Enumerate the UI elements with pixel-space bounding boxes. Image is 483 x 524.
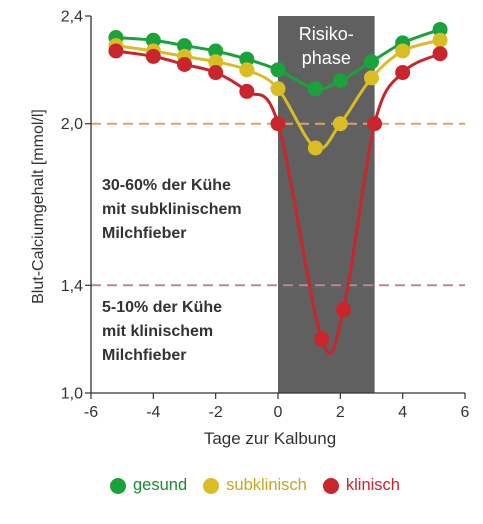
- y-axis-label: Blut-Calciumgehalt [mmol/l]: [30, 109, 47, 304]
- data-point-klinisch: [270, 116, 286, 132]
- data-point-gesund: [177, 38, 192, 54]
- data-point-subklinisch: [432, 32, 448, 48]
- legend-item-gesund: gesund: [110, 476, 187, 495]
- risk-phase-label-line2: phase: [302, 48, 351, 68]
- data-point-gesund: [432, 21, 448, 37]
- x-axis-label: Tage zur Kalbung: [204, 429, 336, 448]
- legend-marker-gesund: [110, 477, 126, 494]
- annotation-1-line-2: mit subklinischem: [102, 201, 242, 218]
- y-tick-label: 1,0: [61, 386, 83, 403]
- data-point-gesund: [145, 32, 161, 48]
- data-point-subklinisch: [270, 81, 286, 97]
- x-tick-label: 0: [274, 404, 283, 421]
- x-tick-label: -6: [84, 404, 98, 421]
- x-tick-label: 4: [398, 404, 407, 421]
- x-tick-label: 2: [336, 404, 345, 421]
- annotation-1-line-1: 30-60% der Kühe: [102, 177, 231, 194]
- x-tick-label: 6: [461, 404, 470, 421]
- annotation-2-line-1: 5-10% der Kühe: [102, 299, 222, 316]
- annotation-1-line-3: Milchfieber: [102, 225, 186, 242]
- data-point-gesund: [208, 43, 224, 59]
- data-point-subklinisch: [208, 54, 224, 70]
- data-point-gesund: [270, 62, 286, 78]
- chart: Risiko-phase 1,0 1,4 2,0 2,4 -6 -4 -2 0 2 4 6 Tage z…: [30, 9, 470, 449]
- legend-marker-klinisch: [322, 477, 339, 494]
- legend-item-klinisch: klinisch: [322, 476, 400, 495]
- data-point-subklinisch: [332, 116, 348, 132]
- annotation-2-line-3: Milchfieber: [102, 347, 186, 364]
- legend: gesund subklinisch klinisch: [110, 476, 416, 495]
- annotation-2-line-2: mit klinischem: [102, 323, 213, 340]
- data-point-klinisch: [314, 331, 330, 347]
- data-point-gesund: [239, 51, 255, 67]
- data-point-klinisch: [108, 43, 124, 59]
- y-tick-label: 2,0: [61, 116, 83, 133]
- y-tick-label: 1,4: [61, 278, 83, 295]
- data-point-klinisch: [177, 56, 192, 72]
- legend-label-klinisch: klinisch: [345, 476, 400, 494]
- legend-label-subklinisch: subklinisch: [226, 476, 307, 494]
- data-point-klinisch: [208, 65, 224, 81]
- x-tick-label: -4: [146, 404, 160, 421]
- data-point-klinisch: [335, 302, 351, 318]
- data-point-subklinisch: [395, 43, 411, 59]
- legend-item-subklinisch: subklinisch: [203, 476, 307, 495]
- y-tick-label: 2,4: [61, 9, 83, 26]
- data-point-subklinisch: [239, 62, 255, 78]
- data-point-gesund: [332, 73, 348, 89]
- risk-phase-label-line1: Risiko-: [299, 24, 354, 44]
- data-point-gesund: [307, 81, 323, 97]
- legend-label-gesund: gesund: [133, 476, 188, 494]
- x-tick-label: -2: [209, 404, 223, 421]
- data-point-klinisch: [145, 48, 161, 64]
- legend-marker-subklinisch: [203, 477, 220, 494]
- data-point-subklinisch: [307, 140, 323, 156]
- data-point-subklinisch: [364, 70, 379, 86]
- data-point-klinisch: [367, 116, 383, 132]
- data-point-klinisch: [432, 46, 448, 62]
- data-point-klinisch: [239, 83, 255, 99]
- data-point-gesund: [364, 54, 379, 70]
- data-point-klinisch: [395, 65, 411, 81]
